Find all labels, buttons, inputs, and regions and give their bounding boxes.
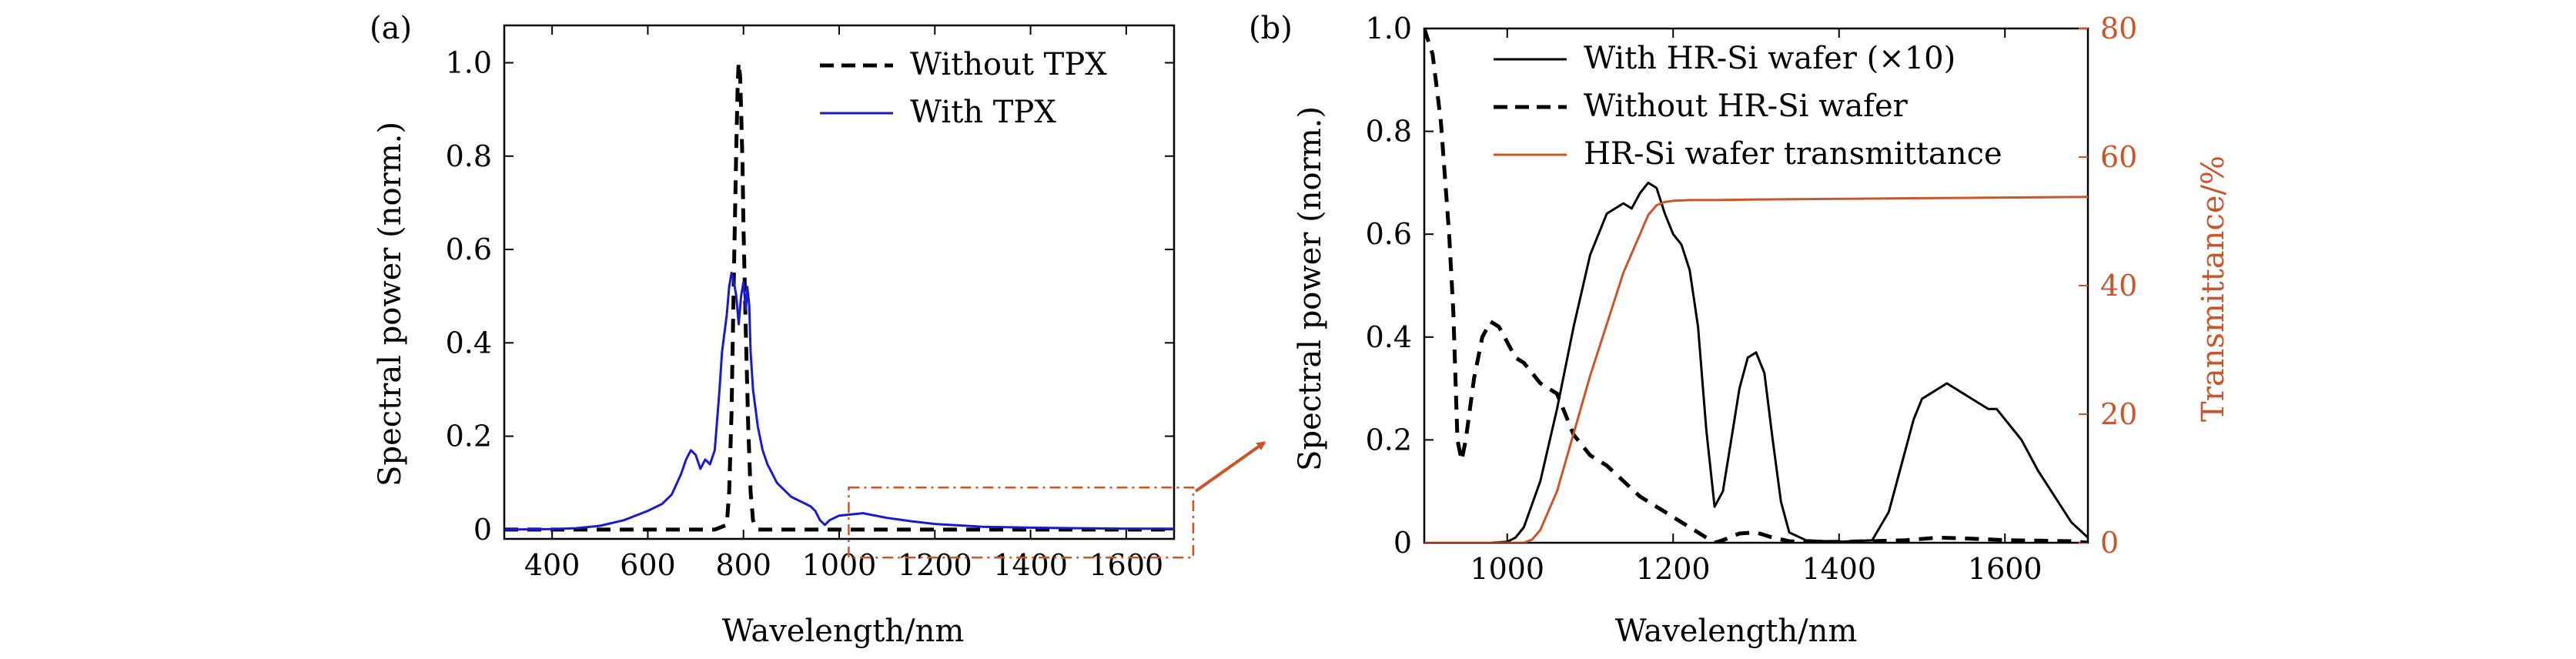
legend-label-0: With HR-Si wafer (×10) [1584, 41, 1955, 76]
panel-a-ylabel: Spectral power (norm.) [373, 122, 408, 487]
y2-tick-label: 60 [2100, 140, 2137, 174]
legend-label-2: HR-Si wafer transmittance [1584, 136, 2002, 172]
y2-tick-label: 40 [2100, 269, 2137, 303]
zoom-region-box [848, 487, 1195, 559]
x-tick-label: 1000 [802, 548, 877, 582]
y-tick-label: 0.8 [446, 139, 492, 173]
y-tick-label: 0.6 [1366, 217, 1412, 251]
y-tick-label: 1.0 [1366, 12, 1412, 45]
panel-b-legend: With HR-Si wafer (×10) Without HR-Si wafe… [1494, 41, 2002, 172]
series-line-0 [504, 61, 1174, 532]
series-lines [1424, 28, 2088, 543]
y-tick-label: 0.4 [1366, 320, 1412, 354]
panel-b-xlabel: Wavelength/nm [1615, 614, 1858, 649]
x-tick-label: 1200 [898, 548, 972, 582]
x-tick-label: 400 [524, 548, 580, 582]
panel-b-plot-area: 1000 1200 1400 1600 0 0.2 0.4 0.6 0.8 1.0 0 20 40 60 8… [1366, 12, 2138, 586]
legend-label-1: Without HR-Si wafer [1584, 89, 1909, 124]
series-line-0 [1424, 181, 2088, 543]
panel-b-y2label: Transmittance/% [2196, 156, 2231, 422]
series-line-1 [1424, 28, 2088, 543]
x-tick-label: 1600 [1968, 552, 2042, 586]
panel-b: (b) 1000 1200 1400 1600 0 0.2 0.4 0.6 0.8 1.0 0 20 4… [1249, 11, 2231, 649]
panel-a-plot-area: 400 600 800 1000 1200 1400 1600 0 0.2 0.4 0.6 0.8 1.… [446, 24, 1195, 582]
series-line-2 [1424, 196, 2088, 543]
y-tick-label: 0 [473, 513, 492, 547]
x-tick-label: 800 [715, 548, 771, 582]
x-tick-label: 600 [620, 548, 676, 582]
x-tick-label: 1200 [1636, 552, 1711, 586]
y-tick-label: 0.2 [446, 420, 492, 453]
series-line-1 [504, 271, 1174, 531]
panel-b-ylabel: Spectral power (norm.) [1293, 106, 1328, 471]
y2-tick-label: 80 [2100, 12, 2137, 45]
zoom-arrow [1194, 441, 1266, 493]
plot-frame [503, 24, 1176, 540]
legend-label-0: Without TPX [910, 47, 1107, 82]
panel-a-xlabel: Wavelength/nm [722, 614, 965, 649]
panel-b-label: (b) [1249, 11, 1293, 46]
x-tick-label: 1400 [993, 548, 1068, 582]
y-tick-label: 0.6 [446, 232, 492, 266]
y2-tick-label: 20 [2100, 397, 2137, 431]
y-tick-label: 1.0 [446, 46, 492, 80]
legend-label-1: With TPX [910, 95, 1056, 130]
y-tick-label: 0.8 [1366, 115, 1412, 149]
y-tick-label: 0.4 [446, 326, 492, 360]
x-tick-label: 1600 [1089, 548, 1163, 582]
panel-a-label: (a) [370, 11, 412, 46]
panel-a-legend: Without TPX With TPX [820, 47, 1107, 130]
x-tick-label: 1400 [1802, 552, 1876, 586]
y2-tick-label: 0 [2100, 526, 2119, 560]
y-tick-label: 0.2 [1366, 423, 1412, 457]
series-lines [504, 61, 1174, 532]
panel-a: (a) 400 600 800 1000 1200 1400 1600 0 0.2 0.4 0.6 0… [370, 11, 1195, 649]
y-tick-label: 0 [1393, 526, 1412, 560]
x-tick-label: 1000 [1470, 552, 1544, 586]
